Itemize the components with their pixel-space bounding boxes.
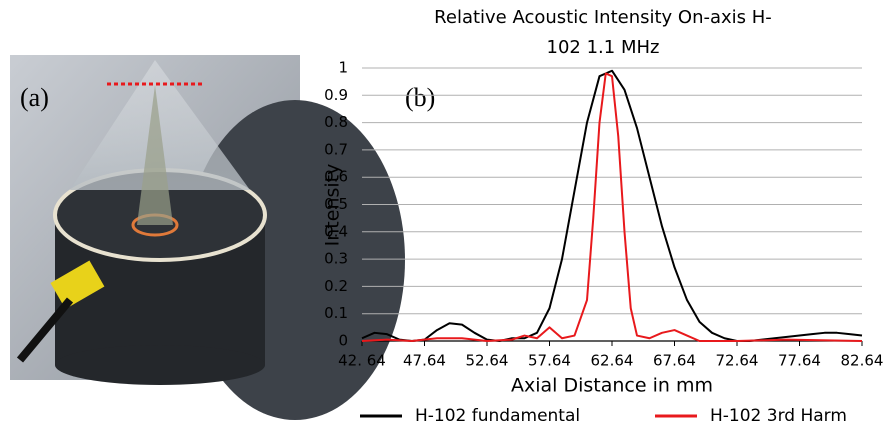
panel-label: (b) [405, 83, 435, 112]
y-tick-label: 0.8 [324, 113, 348, 131]
y-tick-label: 0.6 [324, 168, 348, 186]
x-tick-label: 42. 64 [338, 352, 386, 370]
x-axis-label: Axial Distance in mm [511, 375, 713, 397]
y-tick-label: 0.4 [324, 222, 348, 240]
legend-label: H-102 fundamental [415, 406, 580, 426]
plot: 0 0.1 0.2 0.3 0.4 0.5 0.6 0.7 0.8 0.9 1 42. 64 47.64… [324, 59, 883, 427]
x-tick-label: 72.64 [716, 352, 759, 370]
y-tick-label: 0 [338, 332, 348, 350]
y-tick-label: 0.1 [324, 304, 348, 322]
y-tick-label: 1 [338, 59, 348, 77]
x-tick-label: 82.64 [841, 352, 884, 370]
figure: (a) Relative Acoustic Intensity On-axis … [0, 0, 890, 436]
y-tick-label: 0.7 [324, 140, 348, 158]
x-tick-label: 57.64 [528, 352, 571, 370]
x-tick-label: 52.64 [466, 352, 509, 370]
chart-title: 102 1.1 MHz [547, 37, 660, 58]
y-tick-label: 0.5 [324, 195, 348, 213]
transducer-base [55, 345, 265, 385]
x-tick-label: 77.64 [778, 352, 821, 370]
x-tick-label: 67.64 [653, 352, 696, 370]
panel-label: (a) [20, 83, 49, 112]
y-tick-label: 0.2 [324, 277, 348, 295]
y-tick-label: 0.3 [324, 250, 348, 268]
x-tick-label: 47.64 [403, 352, 446, 370]
x-tick-label: 62.64 [591, 352, 634, 370]
series-line [362, 71, 862, 341]
legend-label: H-102 3rd Harm [710, 406, 847, 426]
chart-title: Relative Acoustic Intensity On-axis H- [434, 7, 772, 28]
series-line [362, 73, 862, 341]
y-tick-label: 0.9 [324, 86, 348, 104]
